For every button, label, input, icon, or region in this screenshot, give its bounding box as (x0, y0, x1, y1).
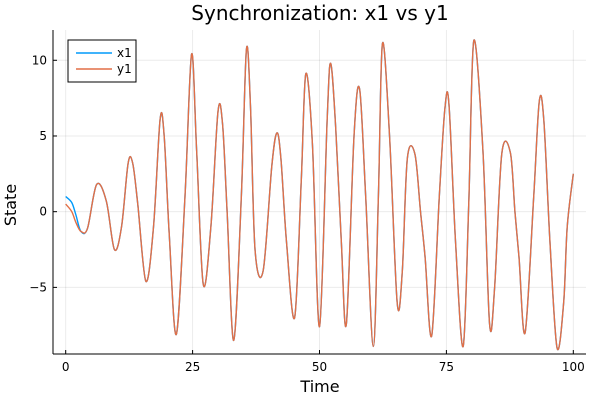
series-line-y1 (65, 39, 575, 351)
axes: 0 25 50 75 100 −5 0 5 10 (29, 30, 586, 374)
x-tick-label: 25 (185, 360, 200, 374)
y-tick-label: 0 (39, 205, 47, 219)
y-tick-label: −5 (29, 280, 47, 294)
y-tick-label: 5 (39, 129, 47, 143)
series-lines (65, 39, 575, 351)
y-axis-label: State (1, 184, 20, 226)
x-tick-label: 0 (62, 360, 70, 374)
chart-title: Synchronization: x1 vs y1 (191, 1, 448, 25)
grid (53, 30, 586, 354)
legend: x1 y1 (67, 39, 137, 83)
legend-label-x1: x1 (117, 46, 132, 60)
y-tick-label: 10 (32, 53, 47, 67)
legend-label-y1: y1 (117, 62, 132, 76)
x-axis-label: Time (299, 377, 339, 396)
x-tick-label: 100 (562, 360, 585, 374)
x-tick-label: 50 (312, 360, 327, 374)
x-tick-label: 75 (439, 360, 454, 374)
legend-box (67, 39, 137, 83)
